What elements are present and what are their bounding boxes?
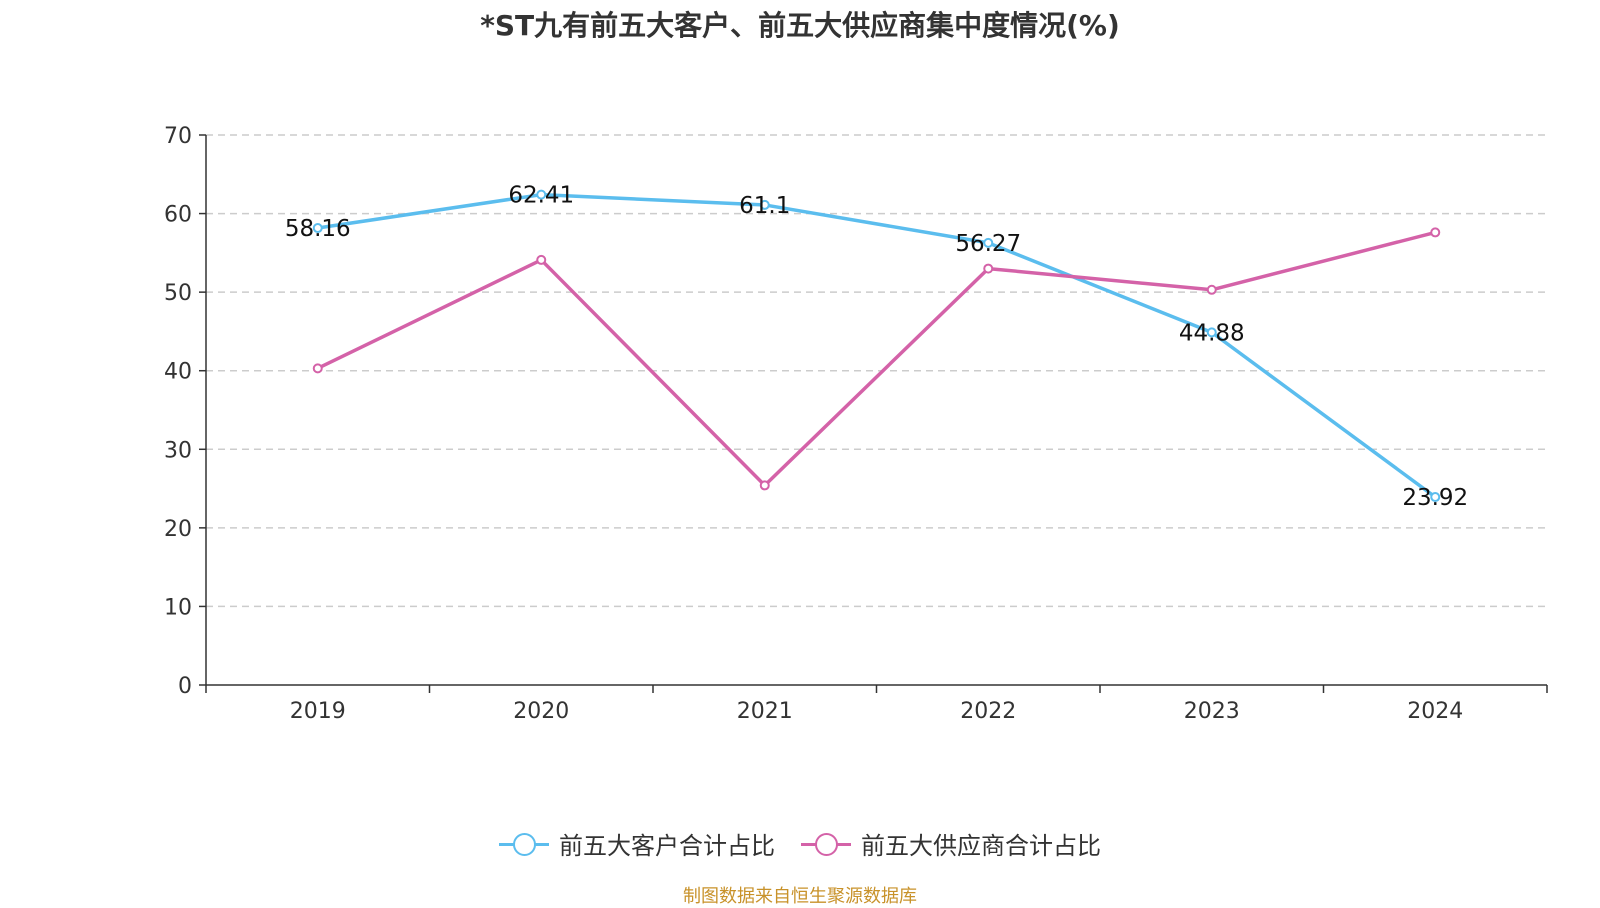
data-label: 62.41	[508, 183, 574, 209]
data-point	[312, 363, 323, 374]
data-label: 56.27	[955, 231, 1021, 257]
grid-lines	[206, 134, 1547, 608]
data-point	[759, 480, 770, 491]
y-tick-label: 10	[164, 595, 192, 620]
series-line-0	[317, 192, 1437, 499]
data-point	[536, 189, 547, 200]
legend-marker-icon	[801, 832, 851, 856]
data-point	[536, 254, 547, 265]
chart-title: *ST九有前五大客户、前五大供应商集中度情况(%)	[480, 9, 1120, 42]
data-point	[1206, 284, 1217, 295]
x-tick-label: 2019	[290, 699, 346, 724]
x-tick-label: 2020	[513, 699, 569, 724]
x-tick-label: 2024	[1407, 699, 1463, 724]
x-tick-label: 2023	[1184, 699, 1240, 724]
legend: 前五大客户合计占比 前五大供应商合计占比	[0, 826, 1600, 861]
data-point	[759, 199, 770, 210]
legend-item[interactable]: 前五大客户合计占比	[499, 826, 775, 861]
y-tick-label: 30	[164, 438, 192, 463]
series-line-1	[316, 230, 1436, 488]
data-label: 61.1	[739, 193, 790, 219]
data-point	[1430, 492, 1441, 503]
data-label: 58.16	[285, 216, 351, 242]
axes: 0 10 20 30 40 50 60 70 2019 2020 2021 2022 2023 2024	[164, 124, 1548, 724]
legend-label: 前五大客户合计占比	[559, 832, 775, 860]
data-point	[983, 237, 994, 248]
y-tick-label: 70	[164, 124, 192, 149]
y-tick-label: 20	[164, 517, 192, 542]
series	[312, 189, 1441, 503]
data-point	[983, 263, 994, 274]
legend-item[interactable]: 前五大供应商合计占比	[801, 826, 1101, 861]
x-tick-label: 2022	[960, 699, 1016, 724]
data-label: 23.92	[1402, 485, 1468, 511]
source-note: 制图数据来自恒生聚源数据库	[683, 886, 917, 907]
x-tick-label: 2021	[737, 699, 793, 724]
y-tick-label: 40	[164, 360, 192, 385]
data-label: 44.88	[1179, 320, 1245, 346]
y-tick-label: 0	[178, 674, 192, 699]
legend-marker-icon	[499, 832, 549, 856]
legend-label: 前五大供应商合计占比	[861, 832, 1101, 860]
data-point	[1430, 227, 1441, 238]
y-tick-label: 50	[164, 281, 192, 306]
data-point	[312, 223, 323, 234]
data-labels: 58.16 62.41 61.1 56.27 44.88 23.92	[285, 183, 1468, 511]
data-point	[1206, 327, 1217, 338]
y-tick-label: 60	[164, 203, 192, 228]
